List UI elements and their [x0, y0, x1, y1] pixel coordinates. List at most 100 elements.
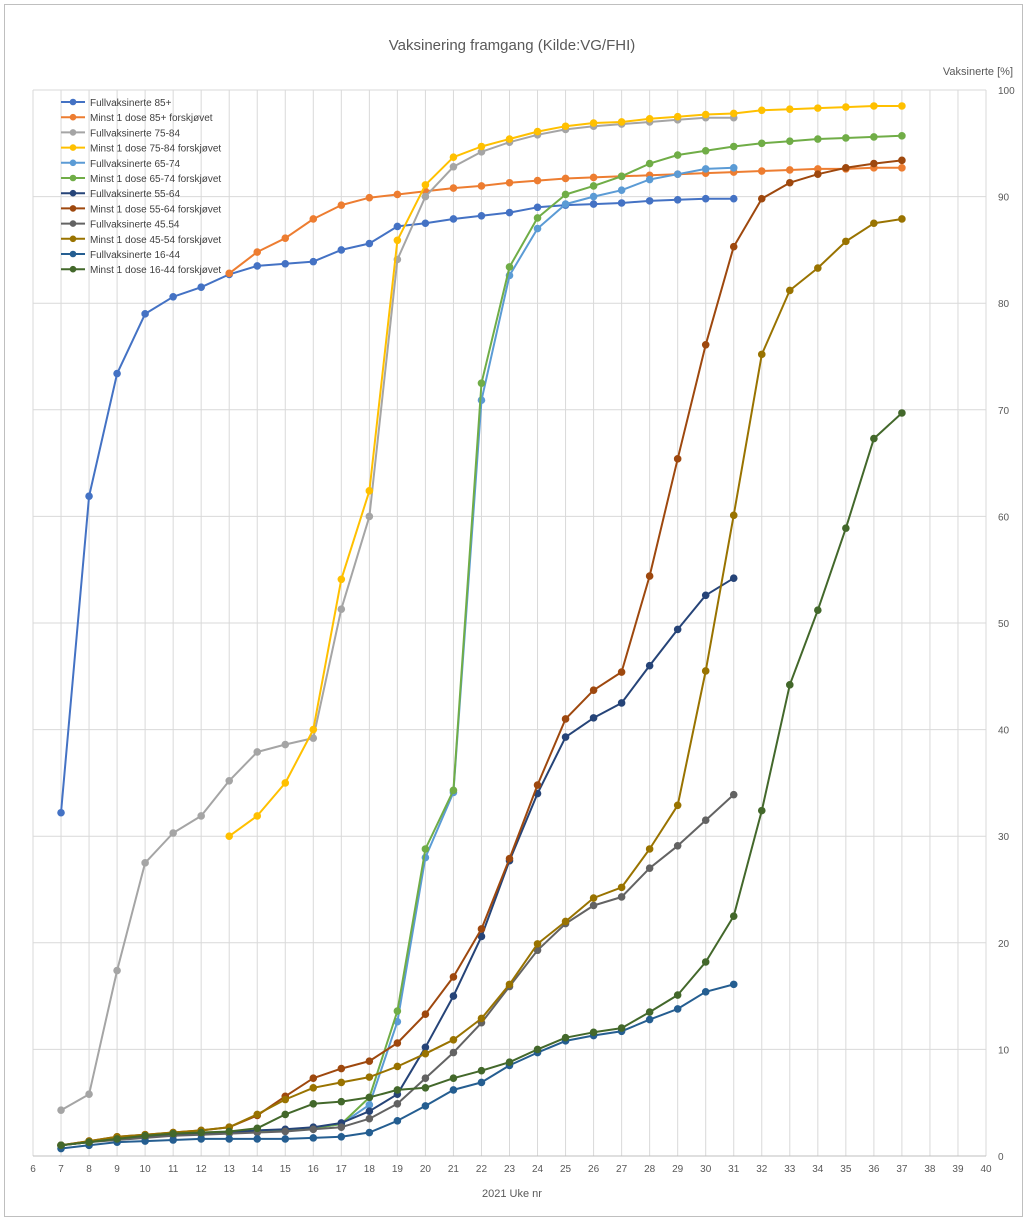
data-point [701, 816, 710, 825]
x-tick-label: 24 [532, 1164, 544, 1175]
data-point [589, 173, 598, 182]
data-point [533, 127, 542, 136]
data-point [673, 170, 682, 179]
data-point [701, 146, 710, 155]
data-point [421, 1010, 430, 1019]
data-point [449, 1036, 458, 1044]
data-point [365, 1114, 374, 1123]
legend-item: Minst 1 dose 65-74 forskjøvet [61, 174, 221, 185]
data-point [785, 681, 794, 689]
data-point [785, 105, 794, 113]
data-point [337, 246, 346, 254]
data-point [729, 242, 738, 251]
data-point [169, 1136, 177, 1144]
data-point [673, 455, 682, 463]
data-point [561, 122, 570, 131]
data-point [253, 748, 262, 756]
data-point [842, 237, 850, 246]
data-point [225, 269, 234, 278]
data-point [505, 263, 514, 271]
data-point [757, 194, 766, 203]
data-point [421, 1049, 430, 1058]
data-point [421, 192, 430, 201]
data-point [617, 199, 626, 207]
data-point [729, 980, 738, 989]
legend-label: Fullvaksinerte 85+ [90, 98, 172, 109]
x-tick-label: 25 [560, 1164, 572, 1175]
data-point [589, 119, 598, 127]
data-point [645, 175, 654, 184]
data-point [421, 1043, 430, 1052]
data-point [701, 988, 710, 996]
data-point [673, 151, 682, 159]
data-point [757, 806, 766, 815]
legend-label: Minst 1 dose 16-44 forskjøvet [90, 265, 221, 276]
data-point [870, 133, 878, 141]
data-point [337, 605, 346, 613]
data-point [281, 740, 290, 749]
data-point [393, 1117, 402, 1125]
data-point [141, 310, 149, 318]
data-point [421, 1083, 430, 1092]
data-point [309, 1083, 318, 1092]
data-point [421, 1074, 430, 1082]
data-point [113, 369, 121, 378]
data-point [449, 1074, 458, 1082]
x-tick-label: 6 [30, 1164, 36, 1175]
data-point [85, 1090, 93, 1098]
data-point [842, 103, 850, 111]
legend-item: Minst 1 dose 85+ forskjøvet [61, 113, 213, 124]
data-point [281, 779, 290, 787]
data-point [533, 1045, 542, 1054]
chart-title: Vaksinering framgang (Kilde:VG/FHI) [389, 37, 635, 54]
data-point [533, 176, 542, 185]
grid-lines [32, 89, 987, 1157]
data-point [814, 606, 822, 615]
data-point [169, 293, 177, 301]
data-point [701, 667, 710, 675]
data-point [477, 211, 486, 220]
data-point [365, 239, 374, 248]
data-point [253, 262, 262, 270]
x-tick-label: 28 [644, 1164, 656, 1175]
data-point [309, 257, 318, 266]
data-point [870, 434, 878, 443]
data-point [365, 1073, 374, 1081]
legend-item: Minst 1 dose 75-84 forskjøvet [61, 144, 221, 155]
legend: Fullvaksinerte 85+ Minst 1 dose 85+ forsk… [61, 98, 221, 276]
data-point [701, 340, 710, 349]
data-point [197, 1128, 205, 1137]
data-point [337, 1078, 346, 1087]
y-tick-label: 90 [998, 193, 1010, 204]
data-point [477, 1014, 486, 1023]
data-point [589, 714, 598, 722]
data-point [477, 182, 486, 190]
x-tick-label: 12 [196, 1164, 208, 1175]
y-tick-label: 50 [998, 619, 1010, 630]
x-tick-label: 34 [812, 1164, 824, 1175]
data-point [898, 164, 906, 172]
data-point [645, 114, 654, 123]
y-tick-label: 60 [998, 512, 1010, 523]
x-tick-label: 35 [840, 1164, 852, 1175]
series-lines [57, 102, 906, 1153]
x-tick-label: 14 [252, 1164, 264, 1175]
data-point [617, 883, 626, 892]
data-point [533, 781, 542, 789]
x-tick-label: 29 [672, 1164, 684, 1175]
data-point [281, 1127, 290, 1136]
data-point [337, 1064, 346, 1073]
data-point [533, 203, 542, 212]
legend-label: Minst 1 dose 55-64 forskjøvet [90, 204, 221, 215]
data-point [589, 686, 598, 694]
data-point [85, 492, 93, 500]
data-point [365, 1093, 374, 1102]
legend-label: Minst 1 dose 65-74 forskjøvet [90, 174, 221, 185]
axis-ticks: 0 10 20 30 40 50 60 70 80 90 100 6 7 8 9 10 11 12 13 14 15 16… [30, 86, 1015, 1175]
data-point [365, 1057, 374, 1065]
x-tick-label: 7 [58, 1164, 64, 1175]
data-point [337, 1123, 346, 1132]
data-point [141, 1131, 149, 1140]
data-point [393, 190, 402, 199]
data-point [729, 142, 738, 151]
